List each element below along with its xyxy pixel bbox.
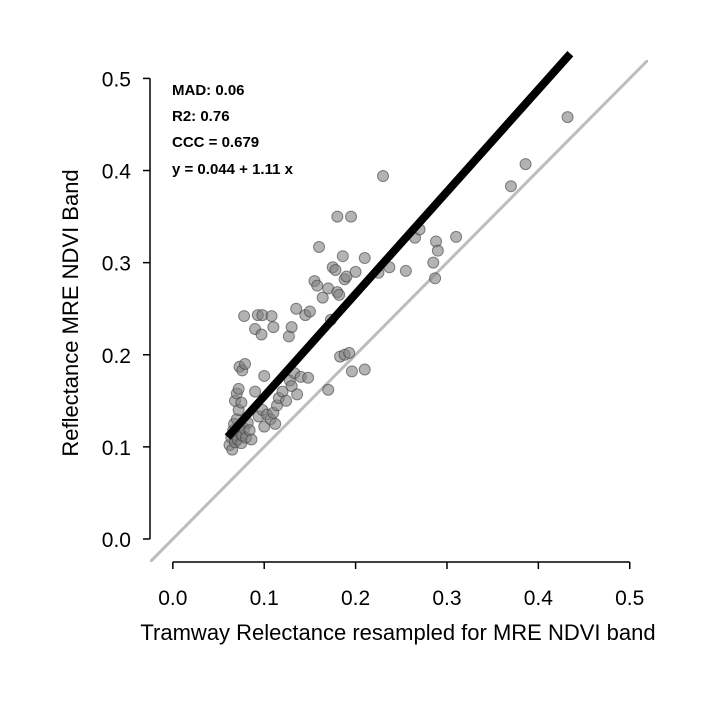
data-point — [265, 310, 278, 323]
data-point — [285, 380, 298, 393]
data-point — [431, 244, 444, 257]
data-point — [249, 385, 262, 398]
data-point — [358, 252, 371, 265]
data-point — [291, 388, 304, 401]
data-point — [331, 210, 344, 223]
data-point — [561, 111, 574, 124]
data-point — [329, 264, 342, 277]
data-point — [333, 288, 346, 301]
data-point — [450, 230, 463, 243]
data-point — [238, 310, 251, 323]
stat-r2: R2: 0.76 — [172, 108, 230, 125]
x-tick-label: 0.4 — [524, 587, 554, 610]
data-point — [245, 433, 258, 446]
data-point — [303, 305, 316, 318]
data-point — [239, 357, 252, 370]
data-point — [345, 210, 358, 223]
reference-line-layer — [150, 60, 648, 562]
regression-line — [224, 51, 574, 440]
y-tick-label: 0.1 — [102, 437, 131, 460]
axes-layer: 0.0 0.1 0.2 0.3 0.4 0.5 0.0 0.1 0.2 0.3 0.4 0.5 — [102, 68, 645, 610]
data-point — [313, 240, 326, 253]
data-point — [235, 396, 248, 409]
data-point — [316, 291, 329, 304]
stat-mad: MAD: 0.06 — [172, 82, 245, 99]
x-tick-label: 0.3 — [432, 587, 461, 610]
data-point — [302, 371, 315, 384]
data-point — [343, 346, 356, 359]
y-axis-title: Reflectance MRE NDVI Band — [58, 169, 83, 456]
y-tick-label: 0.0 — [102, 529, 131, 552]
data-point — [267, 321, 280, 334]
data-point — [427, 256, 440, 269]
data-point — [311, 279, 324, 292]
data-point — [519, 158, 532, 171]
points-layer — [223, 111, 574, 456]
data-point — [280, 394, 293, 407]
data-point — [358, 363, 371, 376]
data-point — [232, 382, 245, 395]
x-tick-label: 0.2 — [341, 587, 370, 610]
data-point — [399, 264, 412, 277]
data-point — [255, 328, 268, 341]
data-point — [336, 250, 349, 263]
fit-line-layer — [224, 51, 574, 440]
stat-equation: y = 0.044 + 1.11 x — [172, 161, 294, 178]
data-point — [258, 369, 271, 382]
data-point — [290, 302, 303, 315]
x-tick-label: 0.0 — [158, 587, 187, 610]
y-tick-label: 0.3 — [102, 253, 131, 276]
data-point — [269, 417, 282, 430]
data-point — [345, 365, 358, 378]
x-tick-label: 0.5 — [615, 587, 644, 610]
one-to-one-line — [150, 60, 648, 562]
x-tick-label: 0.1 — [250, 587, 279, 610]
data-point — [504, 180, 517, 193]
x-axis-title: Tramway Relectance resampled for MRE NDV… — [140, 620, 655, 645]
data-point — [322, 383, 335, 396]
data-point — [429, 272, 442, 285]
stat-ccc: CCC = 0.679 — [172, 134, 259, 151]
y-tick-label: 0.5 — [102, 68, 131, 91]
y-tick-label: 0.2 — [102, 345, 131, 368]
y-tick-label: 0.4 — [102, 161, 132, 184]
data-point — [285, 321, 298, 334]
data-point — [377, 170, 390, 183]
data-point — [349, 265, 362, 278]
